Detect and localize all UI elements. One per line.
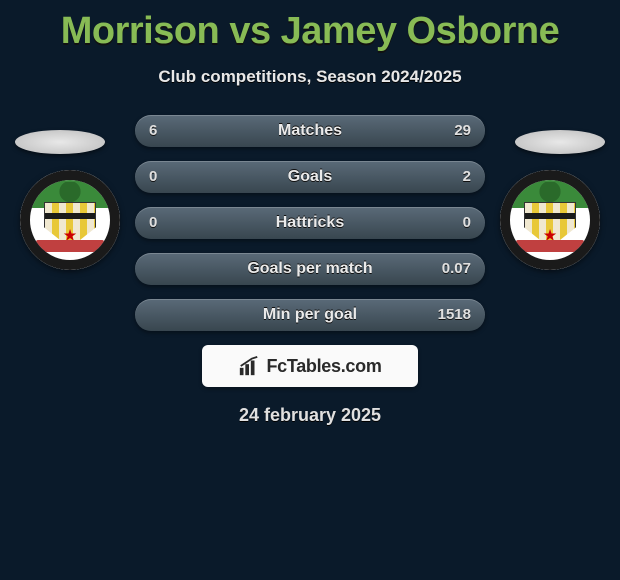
page-title: Morrison vs Jamey Osborne xyxy=(0,0,620,53)
stat-right-value: 2 xyxy=(463,161,471,193)
stat-label: Min per goal xyxy=(135,299,485,331)
stat-label: Matches xyxy=(135,115,485,147)
stat-label: Hattricks xyxy=(135,207,485,239)
stat-row: 0 Goals 2 xyxy=(135,161,485,193)
crest-icon: ★ xyxy=(500,170,600,270)
stat-row: 0 Hattricks 0 xyxy=(135,207,485,239)
player-left-placeholder-ellipse xyxy=(15,130,105,154)
date-label: 24 february 2025 xyxy=(0,405,620,426)
stat-row: Goals per match 0.07 xyxy=(135,253,485,285)
subtitle: Club competitions, Season 2024/2025 xyxy=(0,67,620,87)
player-right-placeholder-ellipse xyxy=(515,130,605,154)
chart-bars-icon xyxy=(238,355,260,377)
crest-icon: ★ xyxy=(20,170,120,270)
stat-label: Goals per match xyxy=(135,253,485,285)
stat-right-value: 0 xyxy=(463,207,471,239)
stat-right-value: 29 xyxy=(454,115,471,147)
stat-row: Min per goal 1518 xyxy=(135,299,485,331)
brand-logo[interactable]: FcTables.com xyxy=(202,345,418,387)
player-right-crest: ★ xyxy=(500,170,600,270)
stat-row: 6 Matches 29 xyxy=(135,115,485,147)
player-left-crest: ★ xyxy=(20,170,120,270)
brand-name: FcTables.com xyxy=(266,356,381,377)
stat-right-value: 0.07 xyxy=(442,253,471,285)
stat-right-value: 1518 xyxy=(438,299,471,331)
stat-label: Goals xyxy=(135,161,485,193)
